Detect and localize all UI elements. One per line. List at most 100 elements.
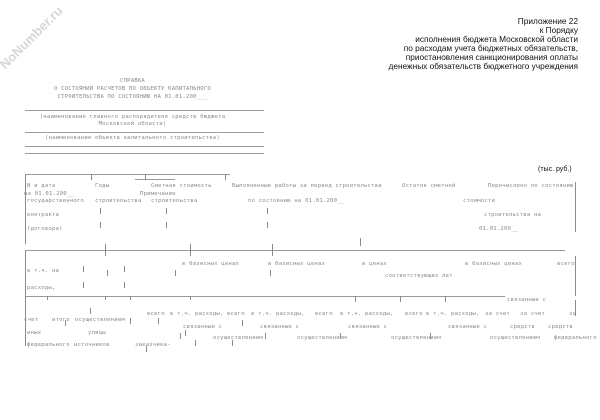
header-line: приостановления санкционирования оплаты: [405, 52, 578, 63]
header-line: по расходам учета бюджетных обязательств…: [403, 43, 578, 54]
table-rule: [360, 238, 361, 246]
table-cell-text: на 01.01.200__: [24, 191, 74, 197]
table-rule: [272, 244, 273, 256]
table-cell-text: заказчика-: [135, 342, 171, 348]
table-rule: [124, 282, 125, 288]
unit-label: (тыс. руб.): [538, 166, 572, 173]
table-cell-text: всего: [315, 311, 333, 317]
table-cell-text: Сметная стоимость: [151, 183, 212, 189]
table-cell-text: по состоянию на 01.01.200__: [248, 198, 345, 204]
table-rule: [90, 308, 91, 314]
table-cell-text: строительства: [151, 198, 198, 204]
table-cell-text: осуществлением: [75, 317, 125, 323]
table-cell-text: расходы,: [27, 285, 56, 291]
table-rule: [158, 318, 159, 324]
table-cell-text: строительства: [95, 198, 142, 204]
table-rule: [185, 330, 186, 336]
table-cell-text: в т.ч. на: [27, 268, 60, 274]
table-cell-text: в т.ч. расходы,: [426, 311, 480, 317]
blank-line: [25, 146, 264, 147]
table-cell-text: в базисных ценах: [182, 261, 240, 267]
table-rule: [105, 296, 106, 300]
table-cell-text: федерального: [554, 335, 597, 341]
table-rule: [124, 266, 125, 272]
table-cell-text: осуществлением: [490, 335, 540, 341]
table-rule: [130, 318, 131, 324]
watermark: NoNumber.ru: [0, 3, 66, 72]
table-cell-text: соответствующих лет: [385, 273, 453, 279]
table-cell-text: средств: [548, 324, 573, 330]
table-cell-text: строительства на: [484, 212, 542, 218]
object-line: [25, 132, 264, 133]
table-rule: [91, 174, 92, 180]
table-cell-text: в т.ч. расходы,: [340, 311, 394, 317]
table-cell-text: в базисных ценах: [465, 261, 523, 267]
table-rule: [175, 270, 176, 276]
table-rule: [232, 340, 233, 346]
table-cell-text: контракта: [27, 212, 60, 218]
table-rule: [25, 296, 26, 346]
table-rule: [107, 270, 108, 276]
table-cell-text: средств: [510, 324, 535, 330]
header-line: исполнения бюджета Московской области: [415, 34, 578, 45]
table-rule: [265, 333, 266, 339]
table-rule: [575, 182, 576, 232]
table-rule: [47, 296, 48, 300]
table-rule: [166, 208, 167, 214]
table-rule: [340, 333, 341, 339]
table-cell-text: за счет: [520, 311, 545, 317]
table-rule: [355, 296, 356, 302]
appendix-header: Приложение 22 к Порядку исполнения бюдже…: [389, 16, 579, 72]
table-cell-text: всего: [405, 311, 423, 317]
table-cell-text: источников: [74, 342, 110, 348]
table-rule: [445, 296, 446, 302]
table-rule: [130, 296, 131, 300]
table-cell-text: Выполненные работы за период строительст…: [232, 183, 382, 189]
table-cell-text: Перечислено по состоянию: [488, 183, 574, 189]
table-rule: [25, 250, 26, 296]
table-cell-text: всего: [557, 261, 575, 267]
table-rule: [25, 174, 230, 175]
table-cell-text: Примечание: [140, 191, 176, 197]
table-rule: [25, 250, 565, 251]
table-rule: [430, 333, 431, 339]
header-line: к Порядку: [539, 25, 578, 36]
table-cell-text: связанные с: [260, 324, 300, 330]
table-rule: [65, 320, 66, 326]
table-cell-text: всего: [147, 311, 165, 317]
table-rule: [100, 222, 101, 228]
table-rule: [225, 174, 226, 180]
table-cell-text: в т.ч. расходы,: [251, 311, 305, 317]
table-rule: [575, 300, 576, 316]
table-cell-text: в базисных ценах: [268, 261, 326, 267]
table-cell-text: осуществлением: [297, 335, 347, 341]
table-rule: [270, 270, 271, 276]
doc-title: СПРАВКА: [120, 78, 145, 84]
table-rule: [25, 174, 26, 244]
manager-line: [25, 110, 264, 111]
table-cell-text: Остаток сметной: [402, 183, 456, 189]
table-rule: [145, 174, 146, 180]
manager-caption: Московской области): [98, 121, 167, 127]
table-cell-text: счет: [24, 317, 39, 323]
table-cell-text: федерального: [27, 342, 70, 348]
table-cell-text: (договора): [27, 226, 63, 232]
table-rule: [83, 266, 84, 272]
table-rule: [190, 244, 191, 256]
table-cell-text: связанные с: [507, 297, 547, 303]
table-cell-text: Годы: [95, 183, 110, 189]
table-rule: [83, 282, 84, 288]
table-cell-text: в т.ч. расходы,: [170, 311, 224, 317]
header-line: Приложение 22: [517, 16, 578, 26]
table-cell-text: всего: [227, 311, 245, 317]
table-cell-text: улицы: [88, 330, 106, 336]
table-cell-text: связанные с: [448, 324, 488, 330]
table-rule: [400, 296, 401, 302]
table-cell-text: государственного: [27, 198, 85, 204]
table-cell-text: за счет: [485, 311, 510, 317]
table-rule: [105, 244, 106, 256]
table-cell-text: в ценах: [362, 261, 387, 267]
table-rule: [267, 222, 268, 228]
table-rule: [267, 208, 268, 214]
doc-subtitle: СТРОИТЕЛЬСТВА ПО СОСТОЯНИЮ НА 01.01.200_…: [57, 94, 208, 100]
